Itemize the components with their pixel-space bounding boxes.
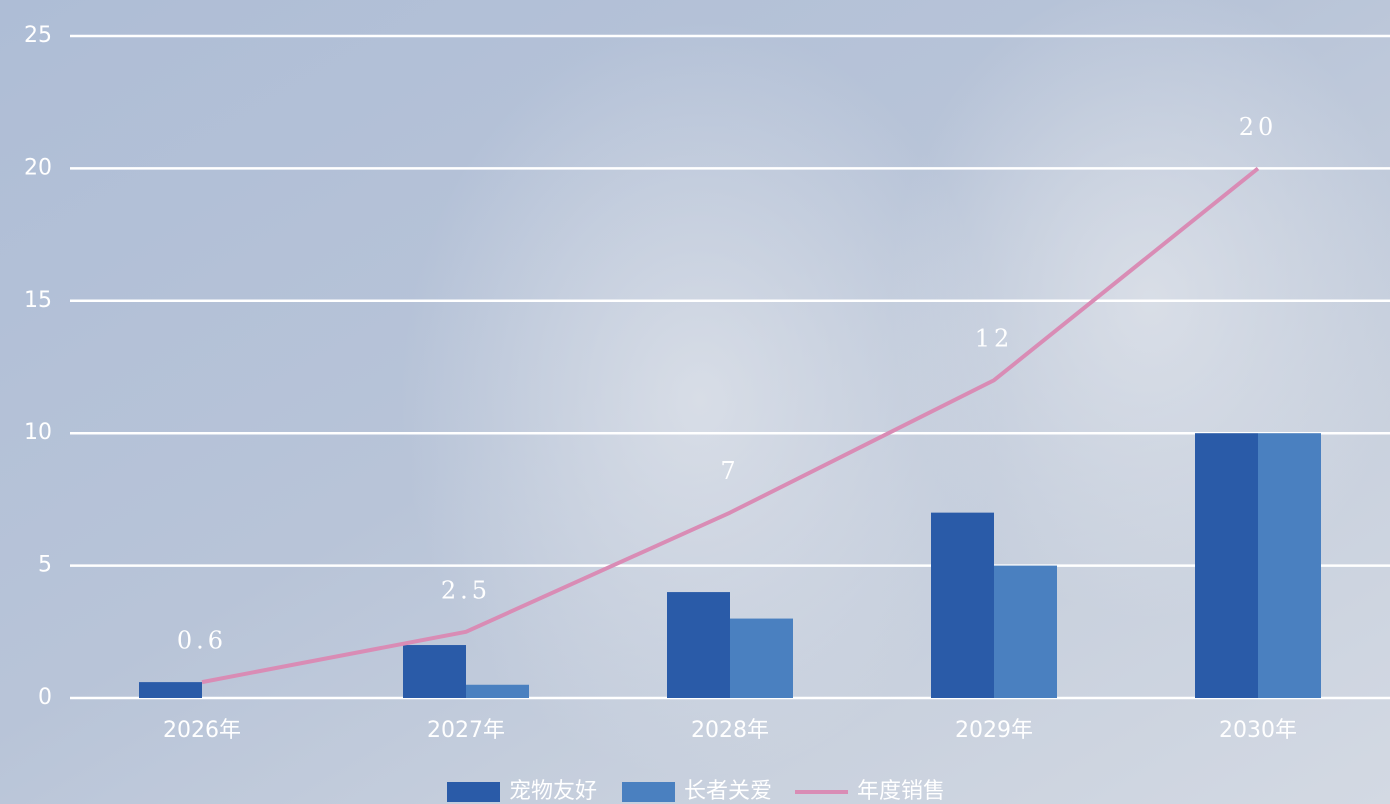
x-tick-label: 2029年 — [955, 718, 1033, 743]
y-tick-label: 25 — [24, 23, 52, 48]
page: {"chart_data": { "type": "bar", "categor… — [0, 0, 1390, 804]
bar — [403, 645, 466, 698]
x-tick-label: 2030年 — [1219, 718, 1297, 743]
data-label: 20 — [1239, 113, 1278, 141]
data-label: 7 — [720, 457, 739, 485]
x-tick-label: 2028年 — [691, 718, 769, 743]
bar — [667, 592, 730, 698]
y-tick-label: 20 — [24, 155, 52, 180]
chart: 0 5 10 15 20 25 2026年 2027年 2028年 2029年 2030年 0.6 2.… — [0, 0, 1390, 804]
data-label: 2.5 — [441, 576, 491, 604]
bar — [1258, 433, 1321, 698]
legend-swatch — [622, 782, 675, 802]
bar — [994, 566, 1057, 698]
bar — [466, 685, 529, 698]
data-label: 12 — [975, 325, 1014, 353]
legend-label: 年度销售 — [857, 779, 945, 804]
legend-label: 长者关爱 — [684, 779, 772, 804]
x-tick-label: 2026年 — [163, 718, 241, 743]
legend-swatch — [447, 782, 500, 802]
bar — [1195, 433, 1258, 698]
bar — [931, 513, 994, 698]
bar — [730, 619, 793, 698]
y-tick-label: 5 — [38, 553, 52, 578]
legend-label: 宠物友好 — [509, 779, 597, 804]
y-tick-label: 0 — [38, 685, 52, 710]
bar — [139, 682, 202, 698]
x-tick-label: 2027年 — [427, 718, 505, 743]
y-tick-label: 10 — [24, 420, 52, 445]
y-tick-label: 15 — [24, 288, 52, 313]
data-label: 0.6 — [177, 627, 227, 655]
